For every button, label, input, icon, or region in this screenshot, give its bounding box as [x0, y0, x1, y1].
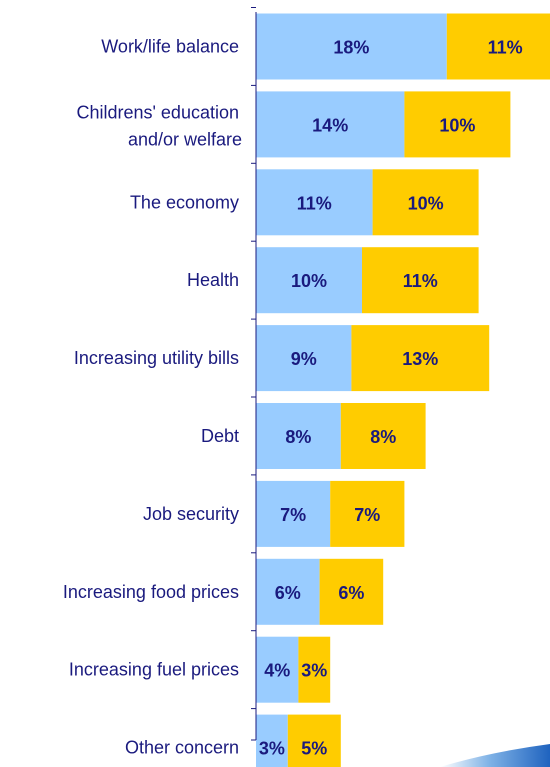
bar-other-concern-series-2 [287, 714, 341, 767]
data-label-the-economy-series-1: 11% [297, 193, 332, 213]
category-label-increasing-utility-bills: Increasing utility bills [74, 348, 239, 368]
data-label-health-series-1: 10% [291, 271, 327, 291]
bar-increasing-food-prices-series-2 [319, 558, 384, 625]
bar-increasing-fuel-prices-series-2 [298, 636, 331, 703]
bar-debt-series-1 [256, 403, 341, 469]
bar-childrens-education-and-or-welfare-series-2 [404, 91, 511, 158]
data-label-work-life-balance-series-1: 18% [333, 38, 369, 58]
bar-work-life-balance-series-1 [256, 13, 447, 80]
data-label-job-security-series-1: 7% [280, 505, 306, 525]
y-axis [251, 7, 257, 741]
bar-increasing-utility-bills-series-2 [351, 325, 490, 392]
category-label-increasing-food-prices: Increasing food prices [63, 582, 239, 602]
data-label-childrens-education-and-or-welfare-series-2: 10% [439, 115, 475, 135]
data-label-childrens-education-and-or-welfare-series-1: 14% [312, 115, 348, 135]
bar-other-concern-series-1 [256, 714, 288, 767]
bar-childrens-education-and-or-welfare-series-1 [256, 91, 405, 158]
bar-increasing-utility-bills-series-1 [256, 325, 352, 392]
bar-work-life-balance-series-2 [446, 13, 550, 80]
bar-job-security-series-2 [330, 480, 405, 547]
bar-health-series-1 [256, 247, 362, 314]
bar-health-series-2 [362, 247, 479, 314]
category-label-childrens-education-and-or-welfare: Childrens' education and/or welfare [76, 102, 242, 149]
data-label-increasing-fuel-prices-series-2: 3% [301, 661, 327, 681]
labels-layer: 18% 11% Work/life balance 14% 10% Childrens' … [63, 37, 523, 759]
category-label-work-life-balance: Work/life balance [101, 37, 239, 57]
bars-layer [256, 13, 550, 767]
bar-increasing-food-prices-series-1 [256, 558, 320, 625]
bar-the-economy-series-2 [372, 169, 479, 236]
category-label-increasing-fuel-prices: Increasing fuel prices [69, 660, 239, 680]
category-label-debt: Debt [201, 426, 239, 446]
data-label-debt-series-2: 8% [370, 427, 396, 447]
data-label-other-concern-series-2: 5% [301, 739, 327, 759]
bar-job-security-series-1 [256, 480, 331, 547]
decorative-swoosh [440, 744, 550, 767]
bar-the-economy-series-1 [256, 169, 373, 236]
data-label-other-concern-series-1: 3% [259, 739, 285, 759]
data-label-debt-series-1: 8% [285, 427, 311, 447]
category-label-job-security: Job security [143, 504, 239, 524]
category-label-the-economy: The economy [130, 192, 239, 212]
data-label-increasing-food-prices-series-2: 6% [338, 583, 364, 603]
data-label-increasing-fuel-prices-series-1: 4% [264, 661, 290, 681]
data-label-health-series-2: 11% [403, 271, 438, 291]
data-label-increasing-utility-bills-series-2: 13% [402, 349, 438, 369]
bar-increasing-fuel-prices-series-1 [256, 636, 299, 703]
data-label-job-security-series-2: 7% [354, 505, 380, 525]
category-label-health: Health [187, 270, 239, 290]
bar-debt-series-2 [340, 403, 426, 469]
category-label-other-concern: Other concern [125, 738, 239, 758]
data-label-work-life-balance-series-2: 11% [488, 38, 523, 58]
data-label-increasing-food-prices-series-1: 6% [275, 583, 301, 603]
data-label-the-economy-series-2: 10% [408, 193, 444, 213]
data-label-increasing-utility-bills-series-1: 9% [291, 349, 317, 369]
